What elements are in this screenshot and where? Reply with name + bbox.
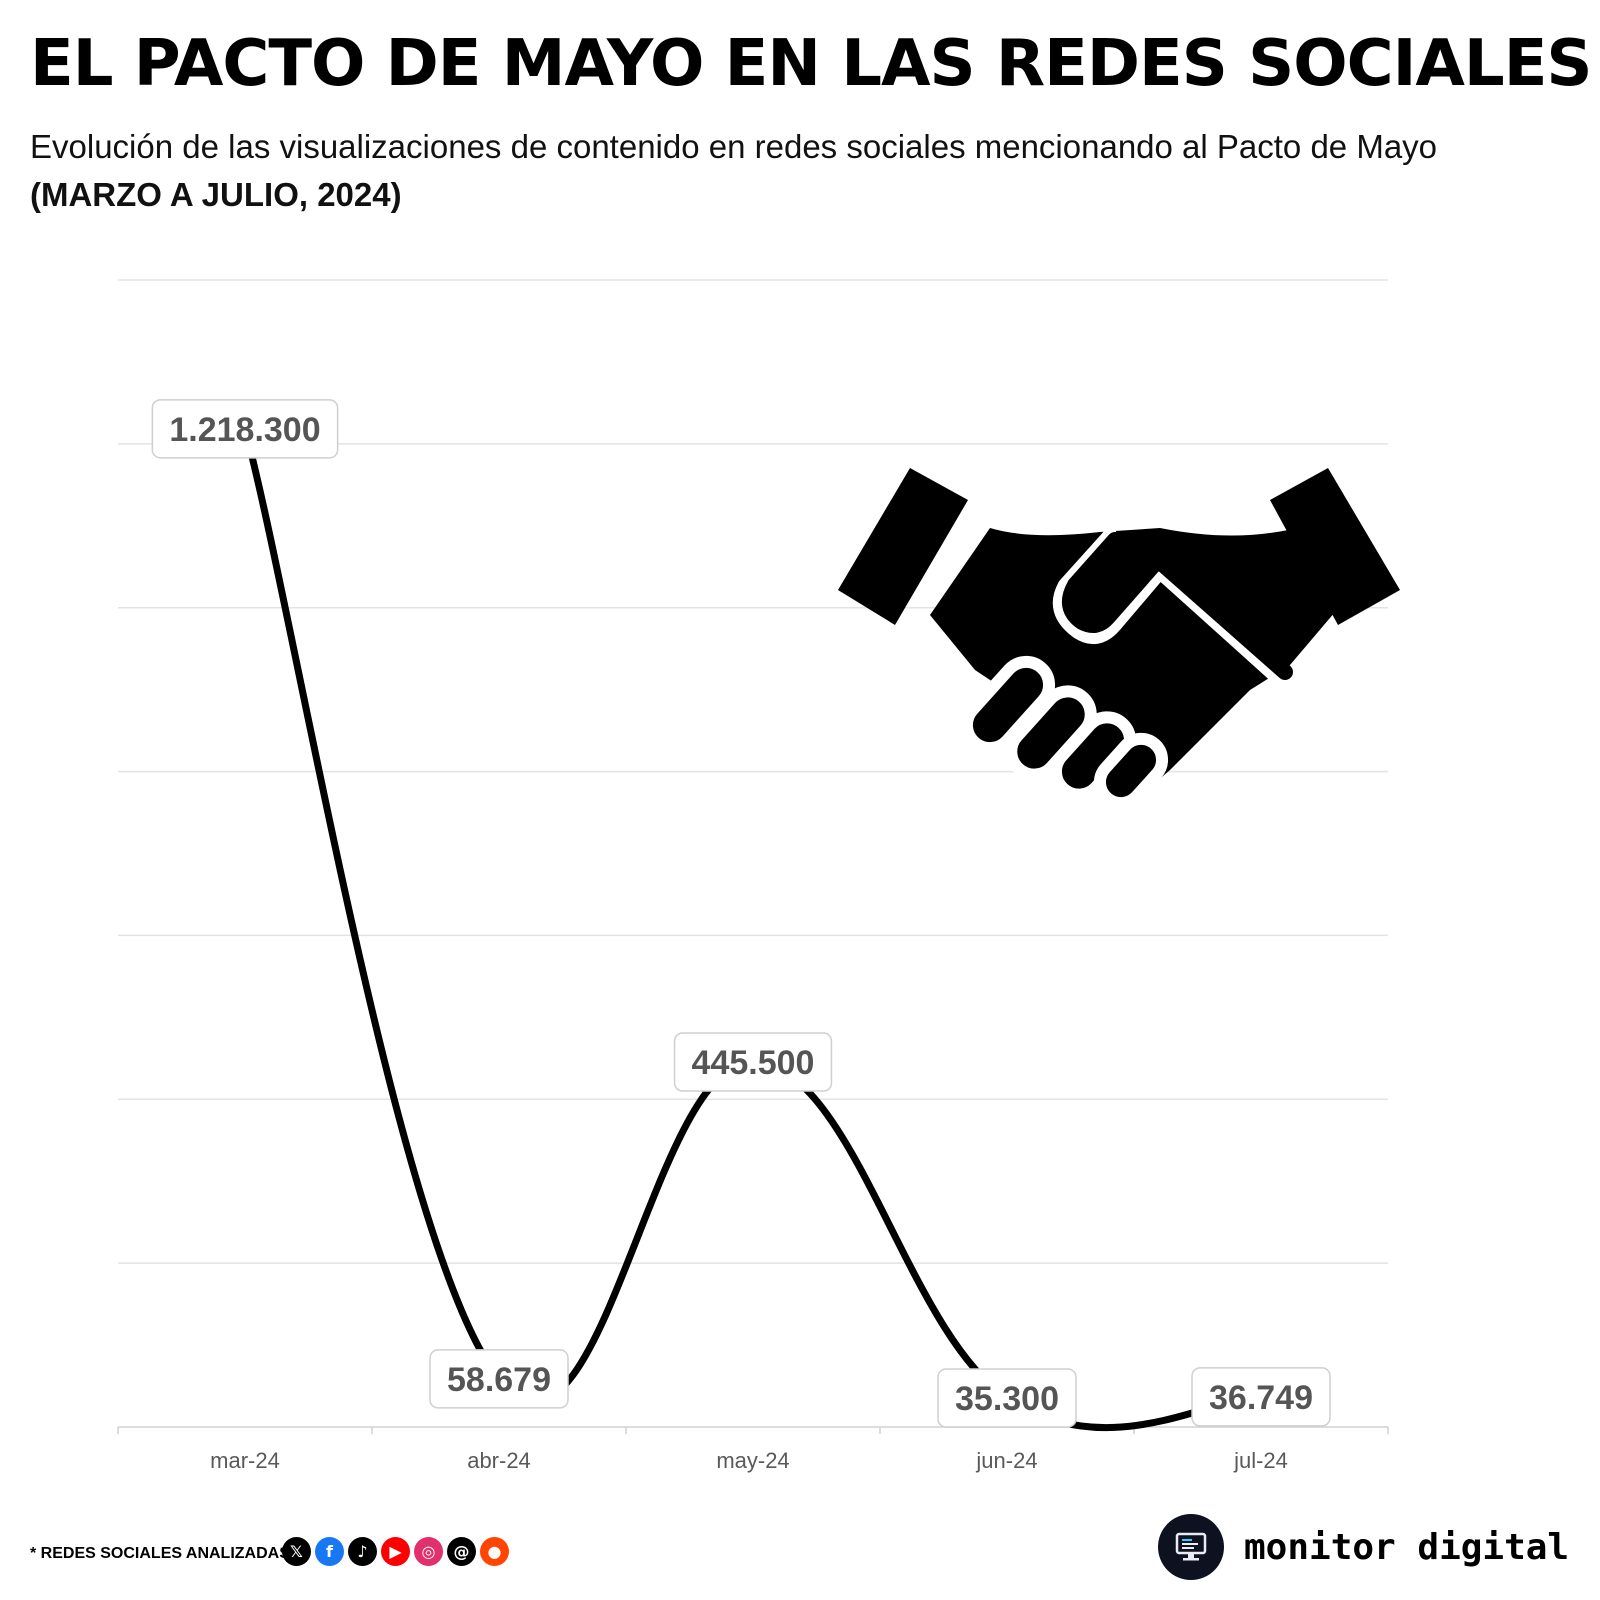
chart-period: (MARZO A JULIO, 2024) <box>30 176 402 213</box>
x-tick-label: jul-24 <box>1233 1448 1288 1473</box>
networks-note: * REDES SOCIALES ANALIZADAS <box>30 1545 290 1562</box>
data-label-text: 36.749 <box>1209 1379 1313 1417</box>
data-label: 445.500 <box>673 1032 833 1092</box>
chart-subtitle: Evolución de las visualizaciones de cont… <box>30 128 1438 165</box>
brand-name: monitor digital <box>1244 1526 1570 1568</box>
data-label: 36.749 <box>1191 1367 1331 1427</box>
x-tick-label: may-24 <box>716 1448 789 1473</box>
reddit-icon: ● <box>480 1537 509 1566</box>
data-label-text: 445.500 <box>692 1044 815 1082</box>
x-tick-label: mar-24 <box>210 1448 280 1473</box>
x-axis: mar-24 abr-24 may-24 jun-24 jul-24 <box>117 1426 1389 1473</box>
data-label: 58.679 <box>429 1349 569 1409</box>
data-label-text: 35.300 <box>955 1380 1059 1418</box>
monitor-icon <box>1158 1514 1224 1580</box>
facebook-icon: f <box>315 1537 344 1566</box>
youtube-icon: ▶ <box>381 1537 410 1566</box>
data-labels: 1.218.300 58.679 445.500 35.300 36.749 <box>151 399 1331 1428</box>
instagram-icon: ◎ <box>414 1537 443 1566</box>
threads-icon: @ <box>447 1537 476 1566</box>
data-label: 1.218.300 <box>151 399 339 459</box>
data-label: 35.300 <box>937 1368 1077 1428</box>
data-label-text: 1.218.300 <box>169 411 320 449</box>
x-tick-label: abr-24 <box>467 1448 531 1473</box>
data-label-text: 58.679 <box>447 1361 551 1399</box>
brand: monitor digital <box>1158 1514 1569 1580</box>
tiktok-icon: ♪ <box>348 1537 377 1566</box>
chart-title: EL PACTO DE MAYO EN LAS REDES SOCIALES <box>30 27 1592 101</box>
handshake-icon <box>838 468 1400 810</box>
x-icon: 𝕏 <box>282 1537 311 1566</box>
x-tick-label: jun-24 <box>975 1448 1037 1473</box>
